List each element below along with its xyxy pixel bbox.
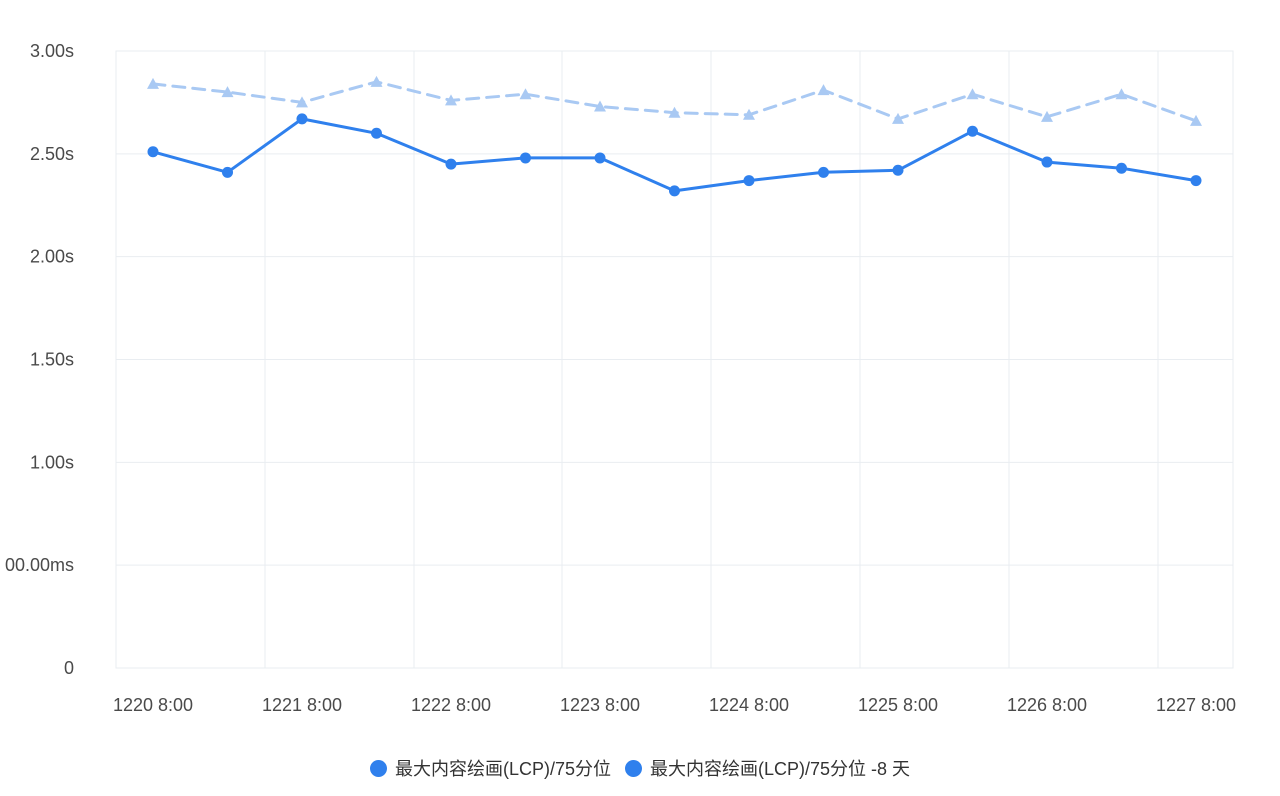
data-point [669, 185, 680, 197]
legend-marker-icon [369, 759, 387, 777]
x-tick-label: 1222 8:00 [411, 695, 491, 715]
x-tick-label: 1220 8:00 [113, 695, 193, 715]
x-tick-label: 1225 8:00 [858, 695, 938, 715]
x-tick-label: 1223 8:00 [560, 695, 640, 715]
legend-item-previous[interactable]: 最大内容绘画(LCP)/75分位 -8 天 [624, 755, 911, 781]
data-point [966, 88, 979, 100]
data-point [445, 94, 457, 106]
y-tick-label: 0 [64, 658, 74, 678]
y-tick-label: 1.00s [30, 452, 74, 472]
legend-marker-icon [624, 759, 642, 777]
data-point [743, 108, 755, 120]
x-tick-label: 1224 8:00 [709, 695, 789, 715]
data-point [519, 88, 532, 100]
data-point [520, 152, 531, 164]
y-tick-label: 3.00s [30, 41, 74, 61]
data-point [1041, 156, 1053, 168]
data-point [222, 166, 233, 178]
data-point [594, 152, 606, 164]
data-point [817, 84, 830, 96]
y-tick-label: 1.50s [30, 350, 74, 370]
y-axis-ticks: 0 00.00ms 1.00s 1.50s 2.00s 2.50s 3.00s [5, 41, 74, 678]
data-point [1041, 110, 1053, 122]
legend-label-current: 最大内容绘画(LCP)/75分位 [394, 759, 611, 779]
data-point [1116, 162, 1127, 174]
data-point [296, 96, 308, 108]
x-axis-ticks: 1220 8:00 1221 8:00 1222 8:00 1223 8:00 1224… [113, 695, 1236, 715]
data-point [371, 127, 382, 139]
legend: 最大内容绘画(LCP)/75分位 最大内容绘画(LCP)/75分位 -8 天 [0, 754, 1280, 782]
y-tick-label: 00.00ms [5, 555, 74, 575]
x-tick-label: 1227 8:00 [1156, 695, 1236, 715]
grid [115, 50, 1234, 669]
data-point [296, 113, 308, 125]
data-point [668, 106, 681, 118]
data-point [1190, 114, 1202, 126]
x-tick-label: 1226 8:00 [1007, 695, 1087, 715]
y-tick-label: 2.50s [30, 144, 74, 164]
data-point [1190, 175, 1202, 187]
data-point [147, 146, 159, 158]
data-point [892, 112, 904, 124]
data-point [892, 164, 904, 176]
data-point [147, 77, 159, 89]
data-point [1115, 88, 1128, 100]
data-point [967, 125, 978, 137]
legend-label-previous: 最大内容绘画(LCP)/75分位 -8 天 [649, 759, 911, 779]
data-point [445, 158, 457, 170]
data-point [221, 86, 234, 98]
legend-item-current[interactable]: 最大内容绘画(LCP)/75分位 [369, 755, 611, 781]
data-point [743, 175, 755, 187]
data-point [818, 166, 829, 178]
series-group [147, 75, 1202, 197]
data-point [370, 75, 383, 87]
series-line [151, 117, 1198, 193]
data-point [594, 100, 606, 112]
x-tick-label: 1221 8:00 [262, 695, 342, 715]
y-tick-label: 2.00s [30, 247, 74, 267]
